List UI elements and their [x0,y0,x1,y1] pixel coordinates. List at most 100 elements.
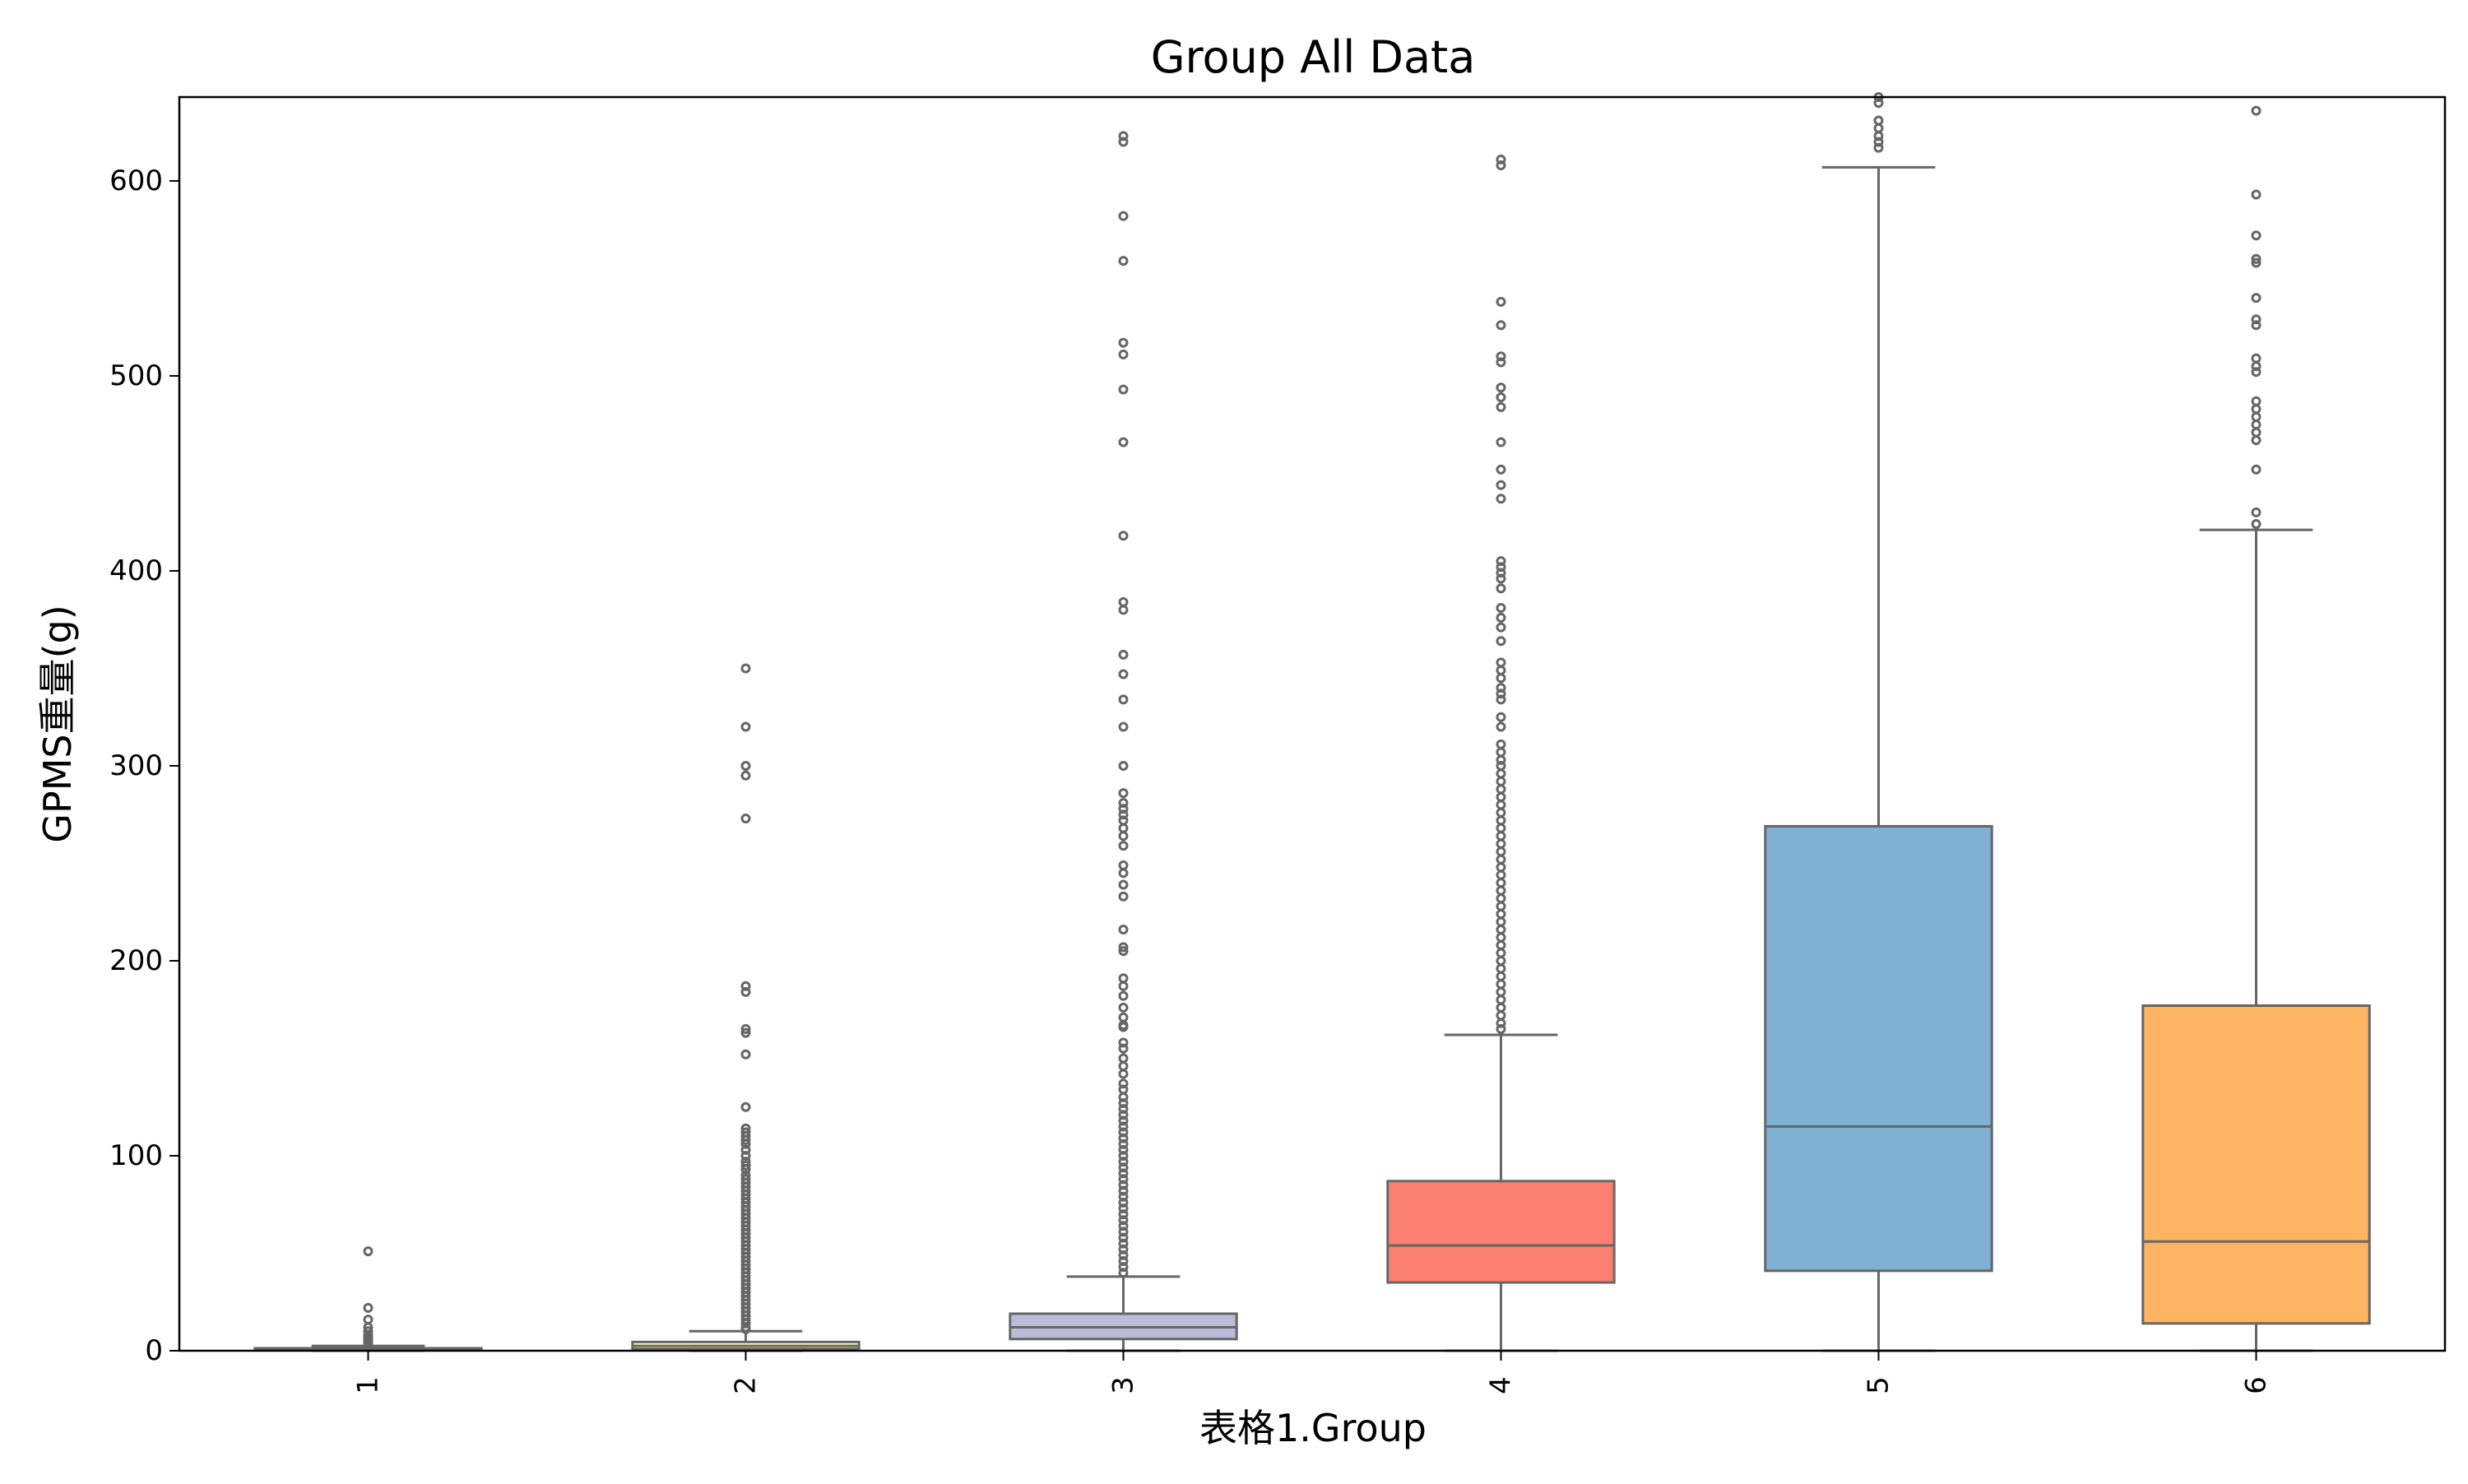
outlier-point [740,813,751,823]
outlier-point [740,1023,751,1034]
outlier-point [1118,831,1129,842]
outlier-point [1118,605,1129,615]
outlier-point [1118,942,1129,953]
outlier-point [1118,1002,1129,1013]
outlier-point [1496,683,1506,693]
plot-area: 1 2 3 4 5 6 0 100 200 300 400 500 600 [109,92,2447,1394]
y-tick-label: 400 [109,554,163,587]
outlier-point [1873,137,1884,147]
x-tick-label: 4 [1485,1376,1518,1394]
outlier-point [1118,596,1129,607]
outlier-point [363,1339,373,1350]
outlier-point [1496,665,1506,675]
outlier-point [1118,1250,1129,1260]
outlier-point [1118,1255,1129,1266]
outlier-point [2251,293,2262,304]
outlier-point [1496,901,1506,911]
outlier-point [1118,788,1129,799]
outlier-point [1118,1215,1129,1226]
outlier-point [1118,131,1129,141]
outlier-point [1118,1262,1129,1273]
outlier-point [1496,464,1506,475]
outlier-point [1118,1084,1129,1095]
y-tick-label: 200 [109,944,163,977]
outlier-point [1118,1127,1129,1138]
outlier-point [1496,351,1506,362]
outlier-point [1496,401,1506,412]
outlier-point [2251,464,2262,475]
outlier-point [1496,1018,1506,1028]
outlier-point [1118,1069,1129,1079]
outlier-point [2251,353,2262,364]
outlier-point [1496,995,1506,1005]
outlier-point [2251,320,2262,331]
outlier-point [1496,568,1506,578]
y-tick-label: 0 [145,1334,163,1367]
outlier-point [1118,1203,1129,1213]
outlier-point [1118,1209,1129,1220]
outlier-point [2251,507,2262,517]
outlier-point [1118,137,1129,147]
outlier-point [1118,256,1129,267]
chart-title: Group All Data [1151,31,1476,83]
outlier-point [1118,1168,1129,1179]
outlier-point [740,1135,751,1146]
outlier-point [1118,1110,1129,1120]
outlier-point [1118,1244,1129,1254]
outlier-point [1496,925,1506,935]
outlier-point [740,1144,751,1155]
outlier-point [2251,411,2262,422]
outlier-point [2251,189,2262,200]
outlier-point [1118,694,1129,705]
outlier-point [1496,494,1506,504]
outlier-point [1496,562,1506,573]
outlier-point [1118,721,1129,732]
outlier-point [1118,531,1129,541]
outlier-point [1118,1097,1129,1108]
outlier-point [1496,602,1506,613]
outlier-point [1496,823,1506,833]
y-tick-label: 600 [109,165,163,197]
outlier-point [1496,854,1506,865]
outlier-point [1496,979,1506,990]
outlier-point [1496,583,1506,594]
outlier-point [1496,320,1506,331]
outlier-point [2251,367,2262,378]
outlier-point [2251,435,2262,446]
outlier-point [2251,427,2262,438]
outlier-point [1496,846,1506,857]
outlier-point [1496,948,1506,958]
outlier-point [2251,396,2262,406]
outlier-point [1496,768,1506,779]
outlier-point [1496,721,1506,732]
outlier-point [1118,1180,1129,1190]
outlier-point [1496,862,1506,873]
outlier-point [2251,361,2262,372]
outlier-point [363,1246,373,1257]
outlier-point [1118,669,1129,679]
box-6 [2141,1004,2371,1325]
outlier-point [363,1302,373,1313]
outlier-point [1496,694,1506,705]
outlier-point [1496,1002,1506,1013]
outlier-point [1873,123,1884,133]
outlier-point [1118,1144,1129,1155]
outlier-point [1496,747,1506,758]
outlier-point [1496,885,1506,896]
outlier-point [740,1160,751,1171]
outlier-point [1496,909,1506,920]
outlier-point [1496,636,1506,647]
outlier-point [1118,1185,1129,1196]
outlier-point [2251,404,2262,415]
outlier-point [740,1324,751,1334]
outlier-point [1496,480,1506,490]
outlier-point [740,1139,751,1149]
outlier-point [1118,337,1129,348]
outlier-point [740,1318,751,1329]
outlier-point [1118,1197,1129,1208]
outlier-point [1496,357,1506,368]
outlier-point [2251,105,2262,116]
outlier-point [1496,791,1506,802]
outlier-point [1118,973,1129,984]
